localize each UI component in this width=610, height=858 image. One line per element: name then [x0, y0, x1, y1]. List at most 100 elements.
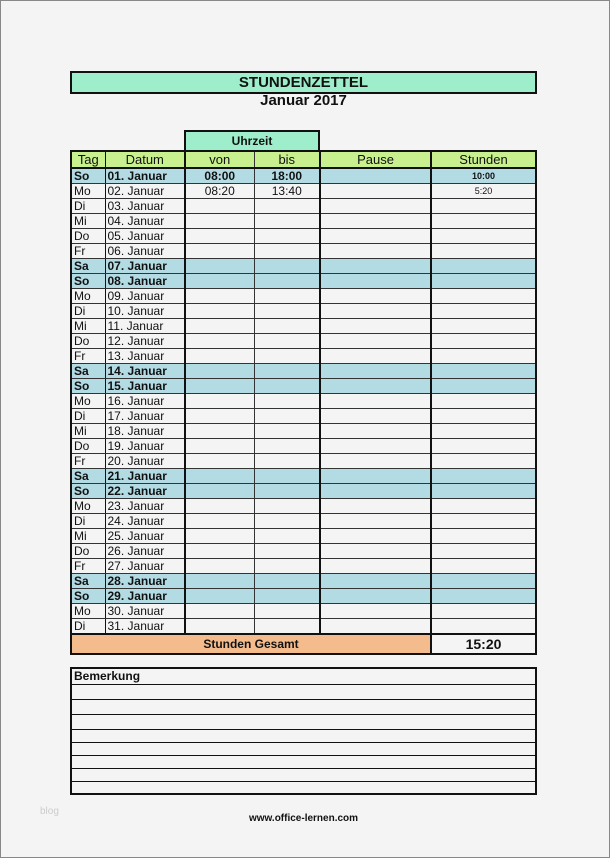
- cell-to[interactable]: [254, 198, 321, 214]
- cell-pause[interactable]: [320, 273, 432, 289]
- cell-from[interactable]: [185, 273, 255, 289]
- cell-to[interactable]: [254, 348, 321, 364]
- cell-from[interactable]: [185, 483, 255, 499]
- cell-pause[interactable]: [320, 348, 432, 364]
- cell-to[interactable]: [254, 333, 321, 349]
- cell-from[interactable]: [185, 318, 255, 334]
- cell-to[interactable]: [254, 513, 321, 529]
- cell-pause[interactable]: [320, 558, 432, 574]
- cell-to[interactable]: [254, 498, 321, 514]
- cell-to[interactable]: [254, 543, 321, 559]
- cell-pause[interactable]: [320, 168, 432, 184]
- cell-to[interactable]: [254, 318, 321, 334]
- remarks-line[interactable]: [72, 715, 535, 730]
- remarks-box[interactable]: Bemerkung: [70, 667, 537, 795]
- cell-from[interactable]: [185, 393, 255, 409]
- cell-pause[interactable]: [320, 378, 432, 394]
- cell-to[interactable]: [254, 363, 321, 379]
- cell-pause[interactable]: [320, 303, 432, 319]
- cell-pause[interactable]: [320, 198, 432, 214]
- cell-from[interactable]: [185, 603, 255, 619]
- cell-from[interactable]: [185, 258, 255, 274]
- cell-to[interactable]: [254, 378, 321, 394]
- cell-to[interactable]: [254, 303, 321, 319]
- cell-pause[interactable]: [320, 438, 432, 454]
- cell-from[interactable]: [185, 423, 255, 439]
- cell-to[interactable]: [254, 243, 321, 259]
- cell-pause[interactable]: [320, 258, 432, 274]
- cell-pause[interactable]: [320, 588, 432, 604]
- remarks-line[interactable]: [72, 685, 535, 700]
- cell-to[interactable]: [254, 438, 321, 454]
- cell-to[interactable]: [254, 453, 321, 469]
- remarks-line[interactable]: [72, 730, 535, 743]
- cell-to[interactable]: [254, 618, 321, 635]
- cell-to[interactable]: [254, 468, 321, 484]
- cell-to[interactable]: [254, 573, 321, 589]
- cell-to[interactable]: [254, 258, 321, 274]
- cell-to[interactable]: 13:40: [254, 183, 321, 199]
- cell-from[interactable]: [185, 378, 255, 394]
- cell-from[interactable]: [185, 303, 255, 319]
- cell-to[interactable]: [254, 558, 321, 574]
- cell-from[interactable]: [185, 453, 255, 469]
- cell-pause[interactable]: [320, 288, 432, 304]
- cell-to[interactable]: 18:00: [254, 168, 321, 184]
- cell-to[interactable]: [254, 528, 321, 544]
- cell-from[interactable]: [185, 363, 255, 379]
- cell-pause[interactable]: [320, 408, 432, 424]
- cell-pause[interactable]: [320, 243, 432, 259]
- cell-pause[interactable]: [320, 543, 432, 559]
- cell-from[interactable]: [185, 543, 255, 559]
- cell-from[interactable]: 08:20: [185, 183, 255, 199]
- cell-from[interactable]: [185, 513, 255, 529]
- cell-pause[interactable]: [320, 363, 432, 379]
- cell-from[interactable]: [185, 468, 255, 484]
- cell-from[interactable]: [185, 348, 255, 364]
- cell-pause[interactable]: [320, 318, 432, 334]
- cell-to[interactable]: [254, 588, 321, 604]
- cell-from[interactable]: [185, 573, 255, 589]
- cell-from[interactable]: [185, 588, 255, 604]
- cell-pause[interactable]: [320, 453, 432, 469]
- cell-pause[interactable]: [320, 498, 432, 514]
- cell-pause[interactable]: [320, 618, 432, 635]
- cell-from[interactable]: 08:00: [185, 168, 255, 184]
- remarks-line[interactable]: [72, 743, 535, 756]
- cell-from[interactable]: [185, 333, 255, 349]
- cell-pause[interactable]: [320, 528, 432, 544]
- cell-from[interactable]: [185, 288, 255, 304]
- cell-to[interactable]: [254, 213, 321, 229]
- cell-pause[interactable]: [320, 483, 432, 499]
- cell-to[interactable]: [254, 603, 321, 619]
- cell-to[interactable]: [254, 288, 321, 304]
- cell-to[interactable]: [254, 393, 321, 409]
- remarks-line[interactable]: [72, 700, 535, 715]
- cell-pause[interactable]: [320, 393, 432, 409]
- cell-pause[interactable]: [320, 213, 432, 229]
- cell-from[interactable]: [185, 243, 255, 259]
- remarks-line[interactable]: [72, 756, 535, 769]
- cell-pause[interactable]: [320, 183, 432, 199]
- cell-to[interactable]: [254, 423, 321, 439]
- cell-from[interactable]: [185, 408, 255, 424]
- cell-from[interactable]: [185, 558, 255, 574]
- cell-from[interactable]: [185, 618, 255, 635]
- cell-pause[interactable]: [320, 573, 432, 589]
- cell-pause[interactable]: [320, 468, 432, 484]
- cell-pause[interactable]: [320, 423, 432, 439]
- cell-to[interactable]: [254, 228, 321, 244]
- cell-from[interactable]: [185, 213, 255, 229]
- cell-from[interactable]: [185, 438, 255, 454]
- cell-pause[interactable]: [320, 333, 432, 349]
- cell-from[interactable]: [185, 528, 255, 544]
- remarks-line[interactable]: [72, 769, 535, 782]
- cell-to[interactable]: [254, 408, 321, 424]
- cell-from[interactable]: [185, 498, 255, 514]
- cell-from[interactable]: [185, 198, 255, 214]
- cell-from[interactable]: [185, 228, 255, 244]
- cell-pause[interactable]: [320, 228, 432, 244]
- cell-pause[interactable]: [320, 603, 432, 619]
- cell-to[interactable]: [254, 273, 321, 289]
- footer-link[interactable]: www.office-lernen.com: [248, 813, 359, 824]
